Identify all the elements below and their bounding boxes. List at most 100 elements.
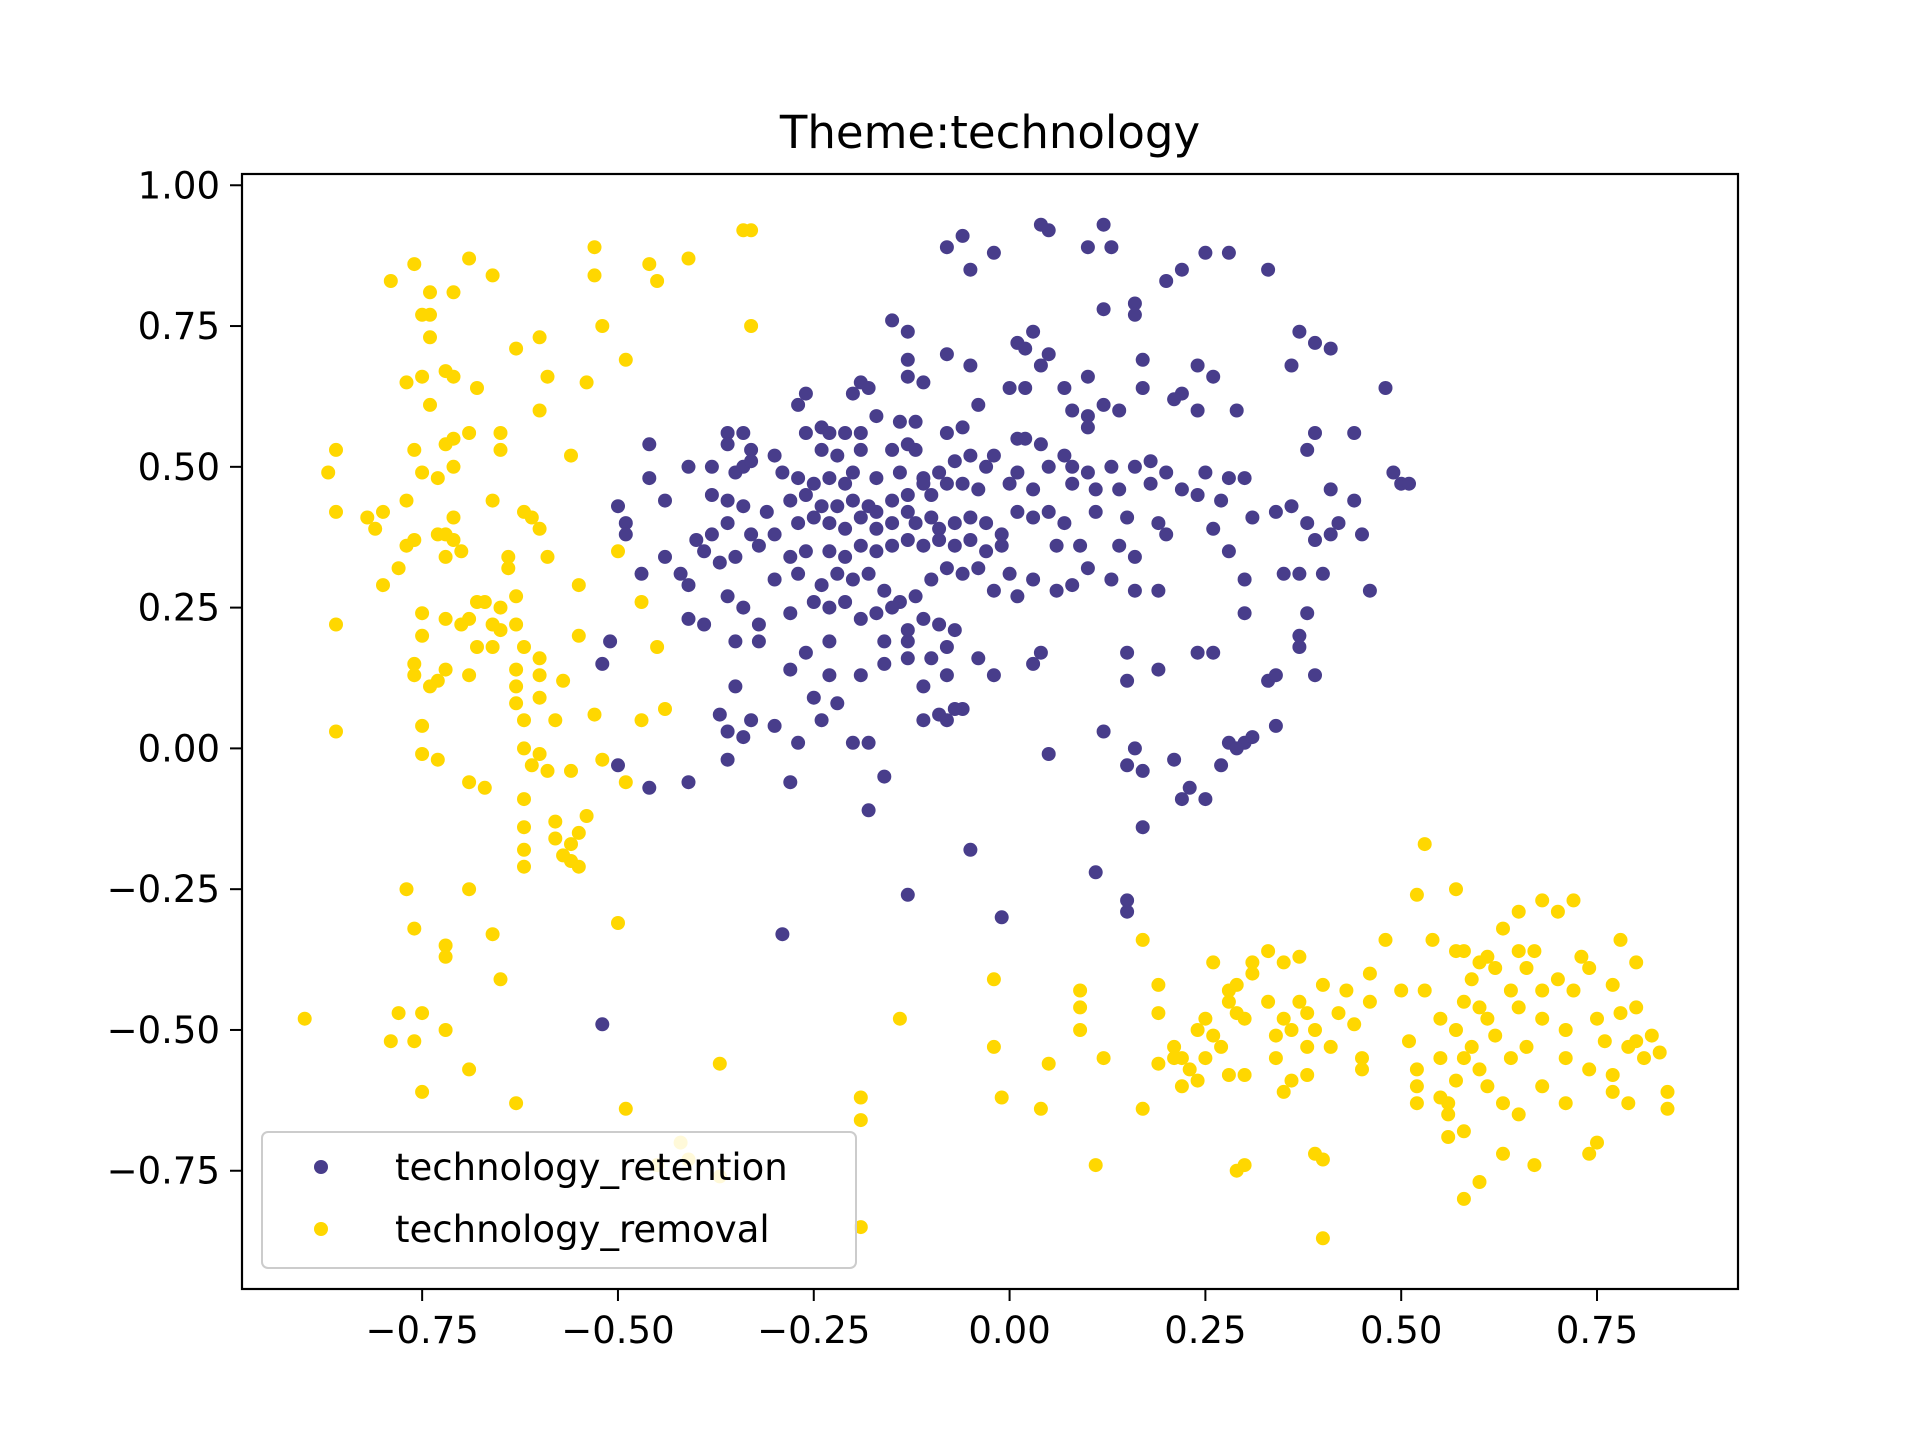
data-point [861,566,876,581]
data-point [423,679,437,694]
data-point [564,448,578,463]
data-point [908,516,923,531]
data-point [853,510,868,525]
data-point [728,549,743,564]
data-point [877,769,892,784]
data-point [1449,1073,1463,1088]
data-point [1402,1034,1416,1049]
data-point [1519,1039,1534,1054]
data-point [1143,476,1158,491]
data-point [1096,724,1111,739]
data-point [1206,521,1221,536]
data-point [971,561,986,576]
data-point [1284,1023,1299,1037]
data-point [1221,471,1236,486]
data-point [1182,780,1197,795]
data-point [963,262,978,277]
data-point [1159,465,1174,480]
data-point [383,274,398,288]
data-point [415,628,430,643]
data-point [1629,1000,1644,1015]
data-point [1300,1068,1315,1082]
data-point [1237,1011,1252,1026]
data-point [1637,1051,1651,1066]
data-point [485,268,500,283]
data-point [1300,516,1315,531]
y-tick-label: −0.25 [107,868,220,911]
data-point [806,510,821,525]
data-point [869,409,884,424]
data-point [1151,516,1166,531]
data-point [1041,347,1056,362]
data-point [1441,1096,1456,1111]
data-point [1010,465,1025,480]
data-point [1096,217,1111,232]
data-point [1433,1011,1448,1026]
data-point [1198,1011,1213,1026]
data-point [587,707,602,722]
data-point [1315,566,1330,581]
data-point [1033,1101,1048,1116]
data-point [1002,566,1017,581]
data-point [853,442,868,457]
data-point [493,623,508,638]
data-point [415,606,430,621]
data-point [399,375,414,390]
data-point [853,611,868,626]
data-point [1456,1051,1471,1066]
data-point [618,1101,633,1116]
data-point [1135,1101,1150,1116]
data-point [383,1034,398,1049]
data-point [1206,645,1221,660]
data-point [1190,488,1205,502]
data-point [1629,1034,1644,1049]
data-point [853,1220,868,1235]
data-point [1190,358,1205,373]
data-point [861,803,876,818]
data-point [1073,1000,1088,1015]
data-point [399,882,414,897]
data-point [822,600,837,615]
data-point [877,656,892,671]
data-point [986,245,1001,260]
data-point [1080,420,1095,435]
data-point [1660,1101,1675,1116]
data-point [634,566,649,581]
data-point [783,662,798,677]
data-point [1456,994,1471,1009]
data-point [1323,1039,1338,1054]
data-point [517,792,531,807]
data-point [618,775,633,790]
data-point [751,538,766,553]
data-point [1214,758,1229,773]
data-point [1245,955,1260,970]
data-point [845,572,860,587]
data-point [532,651,547,666]
data-point [1174,1079,1189,1094]
data-point [642,780,657,795]
data-point [1018,431,1033,446]
data-point [1065,459,1080,474]
data-point [1472,1000,1487,1015]
data-point [1480,949,1495,964]
data-point [438,662,453,677]
data-point [744,319,759,333]
data-point [814,499,829,514]
data-point [1135,381,1150,395]
data-point [736,499,751,514]
data-point [853,426,868,440]
series-retention [595,217,1416,1032]
data-point [939,476,954,491]
data-point [1308,668,1322,683]
data-point [1135,352,1150,367]
data-point [744,527,759,542]
data-point [1315,977,1330,992]
data-point [1127,583,1142,598]
data-point [532,403,547,418]
data-point [407,668,422,683]
data-point [423,330,437,345]
data-point [720,426,735,440]
data-point [908,589,923,604]
data-point [1174,482,1189,497]
